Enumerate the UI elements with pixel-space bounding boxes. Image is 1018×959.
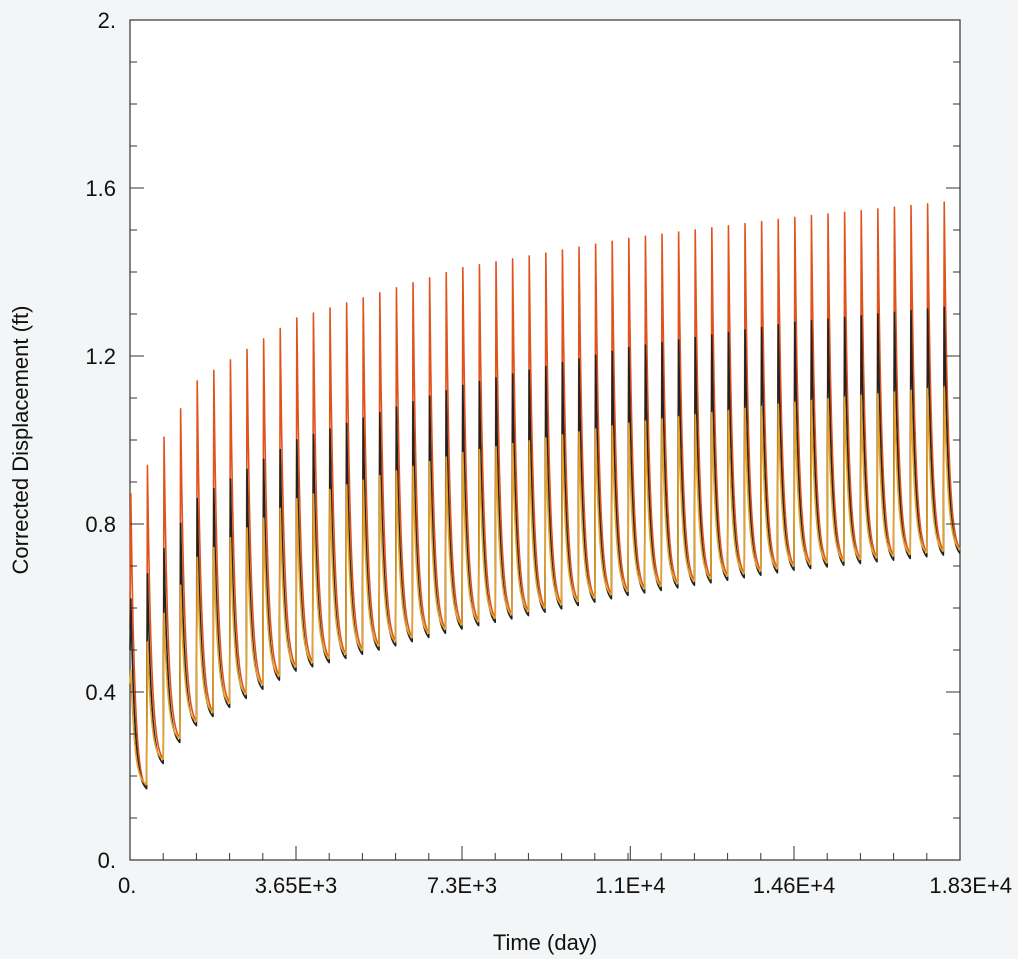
x-tick-label: 3.65E+3 <box>255 873 338 898</box>
x-axis-title: Time (day) <box>493 930 597 955</box>
y-tick-label: 1.6 <box>85 176 116 201</box>
y-tick-label: 0. <box>98 848 116 873</box>
series-group <box>129 201 961 790</box>
series-line-3 <box>129 386 961 786</box>
x-tick-label: 1.1E+4 <box>595 873 665 898</box>
axis-ticks: 0. 3.65E+3 7.3E+3 1.1E+4 1.46E+4 1.83E+4 0. 0.4… <box>85 8 1012 898</box>
x-tick-label: 1.83E+4 <box>929 873 1012 898</box>
x-tick-label: 0. <box>118 873 136 898</box>
y-tick-label: 2. <box>98 8 116 33</box>
x-tick-label: 7.3E+3 <box>427 873 497 898</box>
y-axis-title: Corrected Displacement (ft) <box>8 306 33 575</box>
x-tick-label: 1.46E+4 <box>753 873 836 898</box>
y-tick-label: 1.2 <box>85 344 116 369</box>
y-tick-label: 0.8 <box>85 512 116 537</box>
y-tick-label: 0.4 <box>85 680 116 705</box>
